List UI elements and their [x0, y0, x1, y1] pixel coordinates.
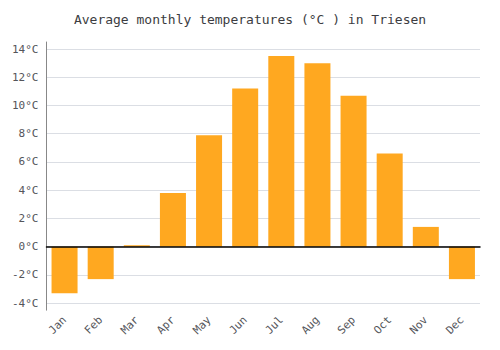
svg-text:-2°C: -2°C [12, 268, 39, 281]
svg-text:Jul: Jul [263, 314, 286, 337]
svg-text:0°C: 0°C [19, 240, 39, 253]
svg-text:Dec: Dec [443, 314, 466, 337]
svg-text:8°C: 8°C [19, 127, 39, 140]
svg-text:Jun: Jun [227, 314, 250, 337]
svg-text:12°C: 12°C [12, 71, 39, 84]
svg-text:6°C: 6°C [19, 155, 39, 168]
svg-text:14°C: 14°C [12, 43, 39, 56]
svg-text:Aug: Aug [299, 314, 322, 337]
svg-text:Jan: Jan [46, 314, 69, 337]
svg-text:Sep: Sep [335, 314, 358, 337]
svg-text:Apr: Apr [154, 313, 177, 336]
svg-text:10°C: 10°C [12, 99, 39, 112]
svg-text:Nov: Nov [407, 313, 430, 336]
svg-text:Oct: Oct [371, 314, 394, 337]
svg-text:Mar: Mar [118, 313, 141, 336]
svg-text:May: May [190, 313, 213, 336]
svg-text:Feb: Feb [82, 314, 105, 337]
svg-text:4°C: 4°C [19, 184, 39, 197]
svg-text:2°C: 2°C [19, 212, 39, 225]
svg-text:-4°C: -4°C [12, 297, 39, 310]
svg-text:Average monthly temperatures (: Average monthly temperatures (°C ) in Tr… [74, 12, 426, 27]
